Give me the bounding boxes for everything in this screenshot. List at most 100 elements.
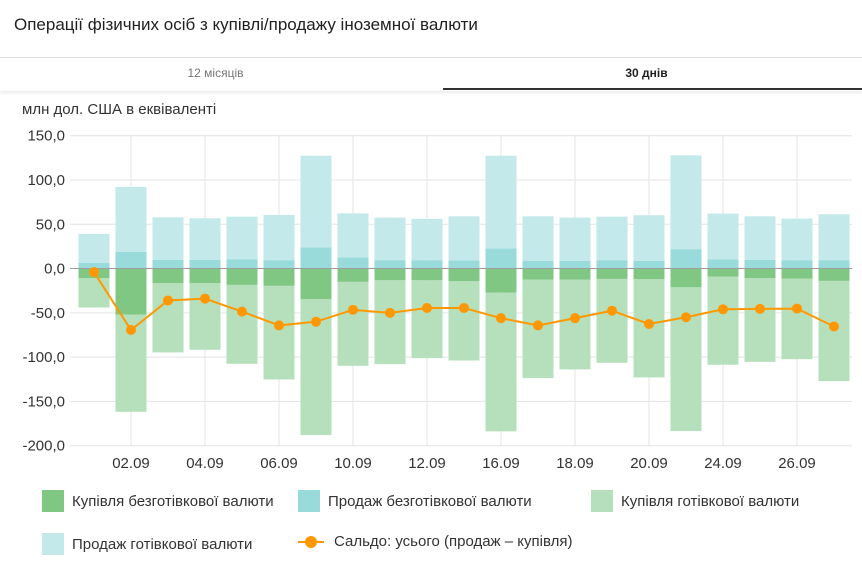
legend-line-marker-icon [298, 535, 324, 549]
bar-noncash-purchase [448, 268, 480, 282]
bar-cash-sale [670, 155, 702, 250]
bar-noncash-purchase [152, 268, 184, 284]
bar-cash-sale [522, 216, 554, 261]
x-tick-label: 04.09 [186, 455, 224, 472]
bar-noncash-sale [596, 260, 628, 269]
bar-noncash-sale [78, 262, 110, 269]
balance-point [570, 313, 580, 324]
bar-noncash-purchase [744, 268, 776, 279]
legend-label: Продаж готівкової валюти [72, 535, 253, 553]
bar-noncash-sale [781, 260, 813, 269]
bar-cash-sale [818, 214, 850, 261]
bar-cash-purchase [189, 283, 221, 350]
balance-point [311, 316, 321, 327]
period-tabs: 12 місяців 30 днів [0, 57, 862, 91]
x-tick-label: 20.09 [630, 455, 668, 472]
balance-point [718, 304, 728, 315]
legend-item-noncash-purchase[interactable]: Купівля безготівкової валюти [42, 490, 274, 512]
bar-noncash-purchase [374, 268, 406, 281]
bar-cash-purchase [670, 287, 702, 432]
bar-noncash-sale [337, 257, 369, 269]
legend-item-cash-sale[interactable]: Продаж готівкової валюти [42, 533, 252, 555]
bar-noncash-sale [263, 260, 295, 269]
bar-noncash-purchase [485, 268, 517, 293]
bar-noncash-purchase [300, 268, 332, 300]
bar-cash-sale [485, 155, 517, 249]
bar-noncash-purchase [818, 268, 850, 281]
bar-cash-sale [448, 216, 480, 261]
bar-cash-sale [781, 218, 813, 261]
x-tick-label: 12.09 [408, 455, 446, 472]
balance-point [89, 267, 99, 278]
legend-label: Продаж безготівкової валюти [328, 492, 532, 510]
tab-30-days[interactable]: 30 днів [431, 58, 862, 90]
balance-point [496, 313, 506, 324]
bar-cash-purchase [744, 278, 776, 362]
bar-cash-purchase [781, 278, 813, 360]
balance-point [126, 325, 136, 336]
bar-noncash-purchase [633, 268, 665, 280]
bar-cash-purchase [337, 281, 369, 366]
x-tick-label: 06.09 [260, 455, 298, 472]
bar-noncash-purchase [670, 268, 702, 288]
legend-item-noncash-sale[interactable]: Продаж безготівкової валюти [298, 490, 532, 512]
balance-point [385, 307, 395, 318]
bar-noncash-purchase [596, 268, 628, 279]
bar-noncash-sale [633, 260, 665, 269]
legend-item-cash-purchase[interactable]: Купівля готівкової валюти [591, 490, 799, 512]
x-tick-label: 24.09 [704, 455, 742, 472]
y-tick-label: -100,0 [22, 349, 65, 366]
bar-cash-purchase [374, 280, 406, 365]
bar-noncash-sale [670, 249, 702, 269]
bar-noncash-sale [559, 260, 591, 269]
bar-noncash-sale [707, 259, 739, 269]
bar-noncash-purchase [337, 268, 369, 282]
bar-noncash-purchase [115, 268, 147, 315]
bar-cash-sale [633, 215, 665, 261]
bar-cash-sale [152, 217, 184, 260]
bar-noncash-purchase [189, 268, 221, 284]
bar-noncash-sale [411, 260, 443, 269]
bar-noncash-sale [152, 259, 184, 269]
bar-cash-sale [374, 217, 406, 261]
y-tick-label: -150,0 [22, 393, 65, 410]
balance-point [681, 312, 691, 323]
x-tick-label: 02.09 [112, 455, 150, 472]
balance-point [755, 303, 765, 314]
balance-point [792, 303, 802, 314]
bar-noncash-purchase [411, 268, 443, 281]
x-tick-label: 18.09 [556, 455, 594, 472]
bar-noncash-purchase [226, 268, 258, 285]
bar-cash-sale [78, 233, 110, 263]
legend-label: Купівля безготівкової валюти [72, 492, 274, 510]
y-tick-label: 150,0 [27, 128, 65, 145]
bar-cash-sale [300, 155, 332, 248]
tab-12-months[interactable]: 12 місяців [187, 66, 244, 80]
x-tick-label: 26.09 [778, 455, 816, 472]
chart-unit-label: млн дол. США в еквіваленті [22, 101, 217, 118]
balance-point [163, 295, 173, 306]
balance-point [422, 302, 432, 313]
bar-cash-sale [559, 217, 591, 261]
x-tick-label: 16.09 [482, 455, 520, 472]
bar-cash-sale [411, 218, 443, 261]
y-tick-label: 0,0 [44, 261, 65, 278]
balance-point [200, 293, 210, 304]
legend-item-balance[interactable]: Сальдо: усього (продаж – купівля) [298, 533, 572, 550]
x-tick-label: 10.09 [334, 455, 372, 472]
bar-noncash-purchase [522, 268, 554, 280]
bar-noncash-sale [485, 248, 517, 269]
bar-noncash-sale [744, 259, 776, 269]
legend-label: Купівля готівкової валюти [621, 492, 800, 510]
bar-cash-purchase [78, 278, 110, 308]
bar-noncash-purchase [707, 268, 739, 277]
bar-noncash-sale [374, 260, 406, 269]
balance-point [237, 306, 247, 317]
bar-noncash-sale [189, 259, 221, 269]
bar-cash-purchase [226, 284, 258, 364]
bar-cash-sale [707, 213, 739, 260]
bar-cash-sale [744, 216, 776, 260]
page-title: Операції фізичних осіб з купівлі/продажу… [14, 15, 478, 34]
bar-noncash-purchase [263, 268, 295, 286]
y-tick-label: -200,0 [22, 438, 65, 455]
